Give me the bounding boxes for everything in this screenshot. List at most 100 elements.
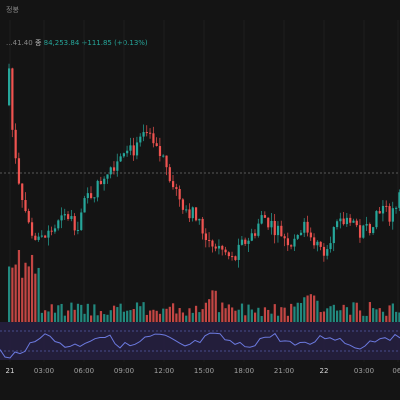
candle-body <box>172 181 175 188</box>
candle-body <box>280 225 283 237</box>
volume-bar <box>139 306 142 322</box>
volume-bar <box>21 277 24 322</box>
volume-bar <box>149 310 152 322</box>
candle-body <box>276 225 280 236</box>
candle-body <box>155 143 158 147</box>
candle-body <box>116 161 119 171</box>
candle-body <box>316 241 319 246</box>
candle-body <box>67 214 70 219</box>
volume-bar <box>53 312 57 322</box>
candle-body <box>362 225 365 238</box>
volume-bar <box>57 305 60 322</box>
candle-body <box>303 221 306 233</box>
candle-body <box>93 197 96 199</box>
candle-body <box>129 145 132 151</box>
candle-body <box>221 245 224 250</box>
rsi-line <box>0 332 400 359</box>
candle-body <box>313 237 316 246</box>
candle-body <box>24 200 27 212</box>
volume-bar <box>112 305 116 322</box>
volume-bar <box>162 308 165 322</box>
volume-bar <box>293 306 296 322</box>
candle-body <box>270 220 273 228</box>
volume-bar <box>395 311 398 322</box>
volume-bar <box>30 254 34 322</box>
candle-body <box>73 216 76 231</box>
volume-bar <box>188 308 191 322</box>
candle-body <box>349 217 352 223</box>
volume-bar <box>362 315 365 322</box>
volume-bar <box>135 302 139 322</box>
candle-body <box>227 252 230 257</box>
candle-body <box>244 239 247 244</box>
volume-bar <box>168 306 171 322</box>
volume-bar <box>352 302 355 322</box>
volume-bar <box>273 304 276 322</box>
candle-body <box>152 133 155 144</box>
small-label: 정봉 <box>6 6 19 14</box>
volume-bar <box>80 304 83 322</box>
volume-bar <box>244 315 247 322</box>
candle-body <box>336 221 339 228</box>
candle-body <box>80 212 83 230</box>
candle-body <box>345 217 349 225</box>
candle-body <box>70 216 73 219</box>
candle-body <box>76 229 80 231</box>
candle-body <box>355 220 358 226</box>
volume-bar <box>50 304 53 322</box>
volume-bar <box>152 309 155 322</box>
volume-bar <box>250 309 253 322</box>
candle-body <box>204 233 207 241</box>
candle-body <box>8 68 11 106</box>
volume-bar <box>391 303 394 322</box>
volume-bar <box>332 304 335 322</box>
candle-body <box>368 224 371 234</box>
volume-bar <box>8 266 11 322</box>
candle-body <box>21 183 24 201</box>
volume-bar <box>185 315 188 322</box>
volume-bar <box>214 290 217 322</box>
volume-bar <box>276 315 280 322</box>
candle-body <box>231 256 234 258</box>
volume-bar <box>34 273 37 322</box>
candle-body <box>185 209 188 211</box>
time-tick: 03:00 <box>353 367 375 375</box>
volume-bar <box>37 267 40 322</box>
volume-bar <box>260 315 263 322</box>
candle-body <box>142 132 145 137</box>
candle-body <box>37 236 40 240</box>
volume-bar <box>339 310 342 322</box>
volume-bar <box>385 315 388 322</box>
volume-bar <box>24 262 27 322</box>
volume-bar <box>355 302 358 322</box>
volume-bar <box>326 308 329 322</box>
rsi-panel <box>0 322 400 360</box>
volume-bar <box>234 310 237 322</box>
volume-bar <box>109 310 112 322</box>
candle-body <box>103 178 106 185</box>
volume-bar <box>313 295 316 322</box>
volume-bar <box>204 302 207 322</box>
volume-bar <box>172 303 175 322</box>
volume-bar <box>119 303 122 322</box>
candle-body <box>188 209 191 219</box>
volume-bar <box>378 308 381 322</box>
volume-bar <box>365 315 368 322</box>
volume-bar <box>267 309 270 322</box>
volume-bar <box>309 294 312 322</box>
candle-body <box>57 220 60 229</box>
volume-bar <box>237 309 240 322</box>
candle-body <box>145 132 148 134</box>
candle-body <box>158 146 162 156</box>
candle-body <box>395 207 398 209</box>
top-strip: 정봉 <box>0 0 400 18</box>
candle-body <box>257 223 260 236</box>
volume-bar <box>319 312 322 322</box>
candle-body <box>30 222 34 236</box>
candle-body <box>286 238 289 246</box>
candle-body <box>201 218 204 234</box>
price-change: +111.85 (+0.13%) <box>81 39 148 47</box>
volume-bar <box>194 305 198 322</box>
volume-bar <box>129 310 132 322</box>
